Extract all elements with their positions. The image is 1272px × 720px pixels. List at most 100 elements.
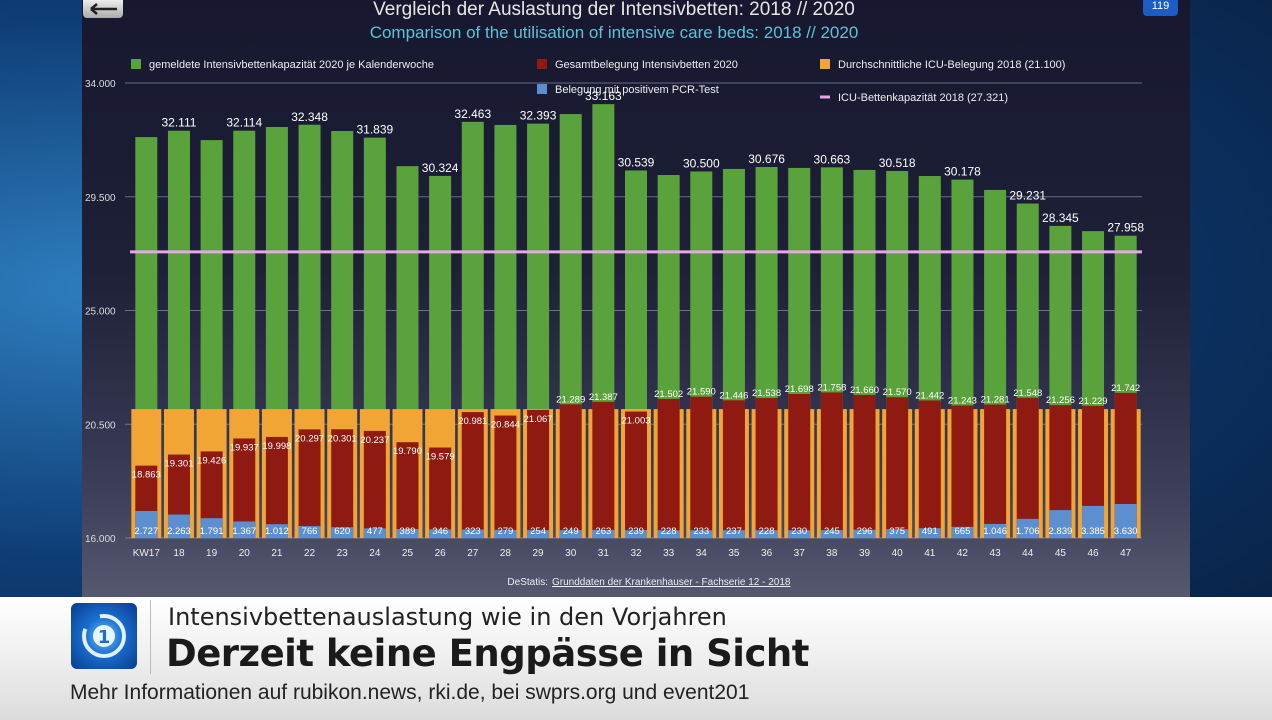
chart: Vergleich der Auslastung der Intensivbet… [85,0,1142,588]
x-tick-label: 35 [728,548,740,559]
occupancy-label: 20.297 [295,433,324,444]
news-banner [0,597,1272,720]
x-tick-label: 29 [533,548,545,559]
occupancy-label: 21.281 [981,395,1010,406]
pcr-bar [298,526,321,538]
occupancy-label: 21.243 [948,395,977,406]
x-tick-label: 26 [435,548,447,559]
pcr-label: 1.046 [983,526,1007,537]
pcr-label: 228 [661,526,677,537]
capacity-label: 30.178 [944,165,981,179]
x-tick-label: KW17 [133,548,161,559]
occupancy-bar [690,396,713,538]
source-link[interactable]: Grunddaten der Krankenhauser - Fachserie… [552,577,791,588]
occupancy-bar [200,451,223,538]
occupancy-bar [625,411,647,538]
occupancy-label: 21.067 [524,414,553,425]
pcr-bar [1082,505,1105,538]
x-tick-label: 27 [467,548,479,559]
legend-label: Gesamtbelegung Intensivbetten 2020 [555,59,738,71]
x-tick-label: 37 [794,548,806,559]
occupancy-bar [1049,405,1072,538]
source-prefix: DeStatis: [507,577,548,588]
occupancy-label: 19.937 [230,442,259,453]
occupancy-label: 20.981 [458,416,487,427]
pcr-bar [1114,504,1137,538]
occupancy-label: 21.590 [687,387,716,398]
occupancy-bar [429,447,452,538]
pcr-label: 1.791 [200,526,224,537]
banner-subtitle: Intensivbettenauslastung wie in den Vorj… [168,603,727,631]
occupancy-label: 21.289 [556,394,585,405]
capacity-label: 32.348 [291,110,328,124]
occupancy-bar [820,392,843,538]
capacity-label: 30.539 [618,155,655,169]
occupancy-bar [265,436,288,538]
capacity-label: 29.231 [1009,189,1046,203]
x-tick-label: 33 [663,548,675,559]
occupancy-bar [527,409,550,538]
pcr-label: 323 [465,526,481,537]
pcr-label: 233 [693,526,709,537]
pcr-bar [722,530,745,538]
capacity-label: 32.393 [520,109,557,123]
banner-ticker: Mehr Informationen auf rubikon.news, rki… [70,681,750,704]
occupancy-label: 21.660 [850,385,879,396]
occupancy-bar [657,398,680,538]
occupancy-bar [331,429,354,538]
pcr-label: 375 [889,526,905,537]
occupancy-bar [918,400,941,538]
occupancy-label: 21.442 [915,390,944,401]
back-arrow-icon[interactable] [83,0,123,18]
x-tick-label: 46 [1087,548,1099,559]
capacity-label: 32.111 [162,116,197,130]
capacity-label: 30.663 [814,152,851,166]
x-tick-label: 34 [696,548,708,559]
pcr-bar [396,528,419,538]
occupancy-label: 21.256 [1046,395,1075,406]
occupancy-label: 19.998 [262,441,291,452]
pcr-label: 2.839 [1048,526,1072,537]
legend-swatch [537,59,547,69]
occupancy-label: 21.446 [719,390,748,401]
pcr-label: 620 [334,526,350,537]
pcr-bar [233,521,256,538]
pcr-label: 245 [824,526,840,537]
x-tick-label: 18 [173,548,185,559]
pcr-label: 2.727 [134,526,158,537]
occupancy-bar [1016,397,1039,538]
chart-subtitle: Comparison of the utilisation of intensi… [370,23,859,42]
x-tick-label: 25 [402,548,414,559]
pcr-bar [592,529,615,538]
legend-label: Belegung mit positivem PCR-Test [555,84,719,96]
pcr-label: 296 [857,526,873,537]
occupancy-bar [233,438,256,538]
pcr-bar [265,524,288,538]
pcr-label: 249 [563,526,579,537]
occupancy-label: 19.790 [393,446,422,457]
occupancy-bar [984,404,1007,538]
corner-badge: 119 [1143,0,1178,16]
occupancy-bar [396,442,419,538]
x-tick-label: 30 [565,548,577,559]
pcr-label: 346 [432,526,448,537]
channel-logo: 1 [71,603,137,669]
occupancy-bar [363,430,386,538]
chart-title: Vergleich der Auslastung der Intensivbet… [373,0,855,20]
legend-swatch [820,59,830,69]
pcr-label: 389 [400,526,416,537]
pcr-bar [788,530,811,538]
pcr-bar [625,530,647,538]
occupancy-label: 20.844 [491,420,520,431]
x-tick-label: 19 [206,548,218,559]
pcr-label: 279 [497,526,513,537]
pcr-bar [886,529,909,538]
occupancy-label: 21.387 [589,392,618,403]
x-tick-label: 20 [239,548,251,559]
occupancy-label: 19.301 [164,459,193,470]
pcr-bar [331,527,354,538]
pcr-bar [559,530,582,538]
legend-label: Durchschnittliche ICU-Belegung 2018 (21.… [838,59,1065,71]
pcr-bar [918,528,941,538]
pcr-bar [167,514,190,538]
